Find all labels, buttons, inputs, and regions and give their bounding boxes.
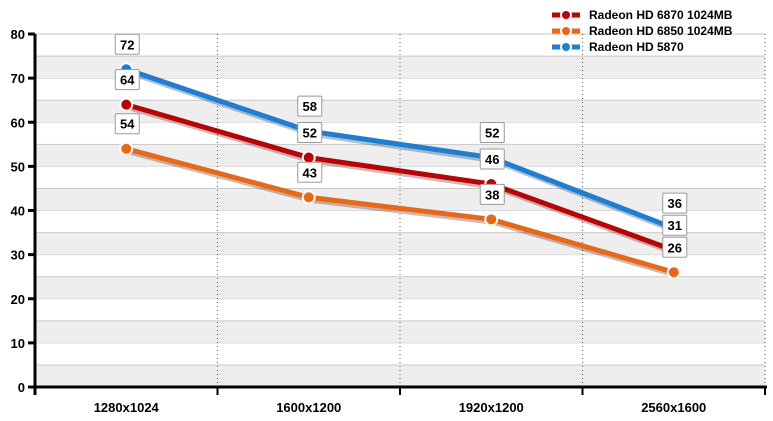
data-label: 43 [297,161,323,183]
data-point [301,150,316,165]
data-label: 72 [114,33,140,55]
data-point [301,190,316,205]
grid-band [35,56,765,79]
svg-text:72: 72 [120,37,134,52]
svg-text:38: 38 [485,187,499,202]
legend-item: Radeon HD 6850 1024MB [552,24,733,38]
data-point [484,212,499,227]
data-point [119,141,134,156]
data-point [119,97,134,112]
svg-text:58: 58 [303,99,317,114]
svg-text:52: 52 [485,126,499,141]
svg-text:52: 52 [303,126,317,141]
y-tick-label: 50 [11,159,25,174]
y-tick-label: 40 [11,204,25,219]
svg-text:Radeon HD 5870: Radeon HD 5870 [589,40,684,54]
svg-text:46: 46 [485,152,499,167]
svg-text:64: 64 [120,73,135,88]
x-tick-label: 1920x1200 [459,400,524,415]
svg-text:Radeon HD 6870 1024MB: Radeon HD 6870 1024MB [589,8,733,22]
y-tick-label: 0 [18,380,25,395]
grid-band [35,144,765,167]
data-label: 64 [114,69,140,91]
y-tick-label: 30 [11,248,25,263]
svg-text:54: 54 [120,117,135,132]
data-label: 58 [297,95,323,117]
data-label: 52 [297,122,323,144]
series-line [125,66,675,231]
data-label: 38 [479,183,505,205]
legend-item: Radeon HD 5870 [552,40,684,54]
data-label: 54 [114,113,140,135]
x-tick-label: 2560x1600 [641,400,706,415]
data-label: 26 [662,236,688,258]
grid-band [35,276,765,299]
y-tick-label: 60 [11,115,25,130]
data-label: 36 [662,192,688,214]
legend-item: Radeon HD 6870 1024MB [552,8,733,22]
data-label: 52 [479,122,505,144]
series-line [125,146,675,275]
y-tick-label: 70 [11,71,25,86]
grid-band [35,100,765,123]
x-tick-label: 1280x1024 [94,400,160,415]
svg-text:26: 26 [668,240,682,255]
svg-text:Radeon HD 6850 1024MB: Radeon HD 6850 1024MB [589,24,733,38]
data-label: 46 [479,148,505,170]
svg-text:31: 31 [668,218,682,233]
x-tick-label: 1600x1200 [276,400,341,415]
data-point [666,265,681,280]
y-tick-label: 80 [11,27,25,42]
y-tick-label: 10 [11,336,25,351]
grid-band [35,364,765,387]
series-line [125,102,675,253]
y-tick-label: 20 [11,292,25,307]
grid-band [35,320,765,343]
svg-text:43: 43 [303,165,317,180]
svg-text:36: 36 [668,196,682,211]
data-label: 31 [662,214,688,236]
